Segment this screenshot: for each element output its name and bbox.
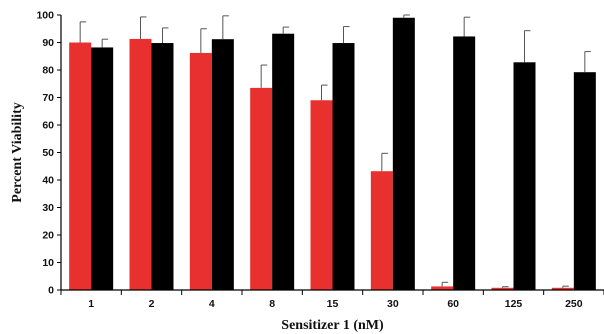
bar (91, 47, 114, 291)
y-tick-label: 60 (42, 120, 54, 132)
x-tick-label: 250 (565, 298, 583, 310)
error-bars (79, 14, 591, 288)
y-tick-label: 100 (36, 10, 54, 22)
x-tick-label: 60 (447, 298, 459, 310)
bar (491, 287, 514, 290)
bar (453, 36, 476, 291)
x-tick-label: 30 (387, 298, 399, 310)
y-tick-label: 20 (42, 230, 54, 242)
y-tick-label: 90 (42, 37, 54, 49)
bar (250, 87, 273, 290)
bar (392, 17, 415, 290)
y-tick-label: 40 (42, 175, 54, 187)
y-axis-title: Percent Viability (10, 102, 25, 202)
bar (272, 33, 295, 290)
x-tick-label: 15 (327, 298, 339, 310)
y-tick-label: 0 (48, 285, 54, 297)
y-tick-label: 50 (42, 147, 54, 159)
x-tick-label: 125 (505, 298, 523, 310)
x-tick-label: 8 (269, 298, 275, 310)
x-axis-title: Sensitizer 1 (nM) (281, 318, 384, 333)
y-tick-label: 10 (42, 257, 54, 269)
bar (370, 171, 393, 290)
y-tick-label: 80 (42, 65, 54, 77)
axes (60, 15, 604, 291)
bar (151, 43, 174, 290)
bar (551, 287, 574, 290)
x-tick-label: 1 (88, 298, 94, 310)
bar (310, 100, 333, 290)
x-axis-ticks: 1 2 4 8 15 30 60 125 250 (60, 290, 604, 310)
bar (332, 43, 355, 290)
bar (69, 42, 92, 290)
y-axis-ticks: 0 10 20 30 40 50 60 70 80 90 100 (36, 10, 61, 297)
bar (129, 38, 152, 290)
bar (431, 286, 454, 290)
y-tick-label: 70 (42, 92, 54, 104)
y-tick-label: 30 (42, 202, 54, 214)
x-tick-label: 4 (209, 298, 215, 310)
bar (211, 39, 234, 291)
bars (69, 17, 596, 291)
bar (513, 62, 536, 290)
bar (573, 72, 596, 290)
x-tick-label: 2 (149, 298, 155, 310)
bar (189, 52, 212, 291)
